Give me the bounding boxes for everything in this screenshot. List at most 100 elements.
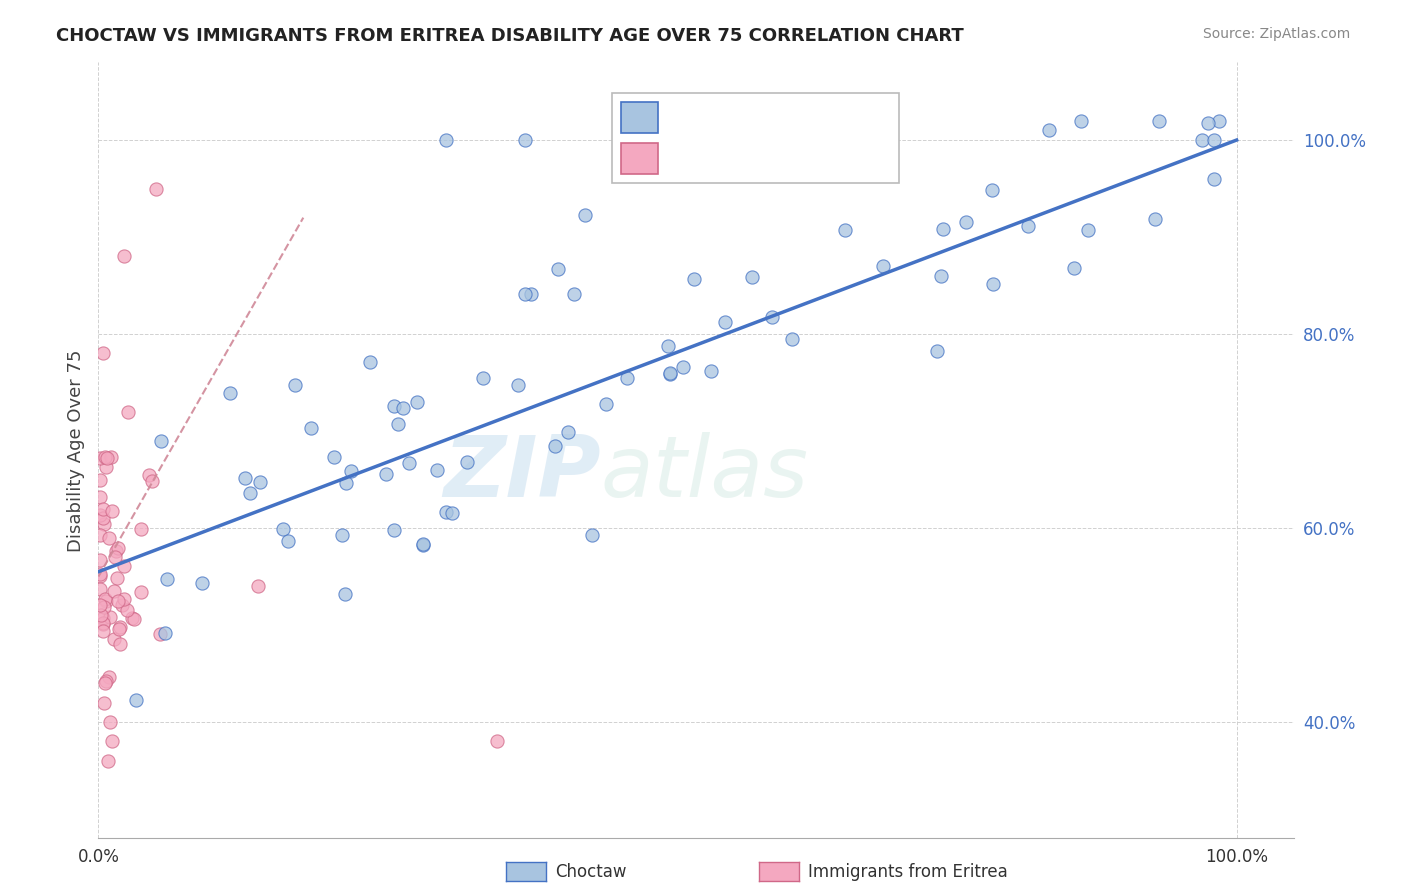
Point	[672, 360, 695, 375]
Point	[91, 346, 114, 360]
Point	[98, 715, 121, 730]
Point	[91, 511, 114, 525]
Point	[1063, 260, 1085, 275]
Point	[107, 594, 129, 608]
Text: Immigrants from Eritrea: Immigrants from Eritrea	[808, 863, 1008, 881]
Point	[89, 451, 111, 466]
Point	[581, 528, 603, 542]
Point	[94, 593, 117, 607]
Point	[129, 522, 152, 536]
Point	[299, 421, 322, 435]
Point	[149, 627, 172, 641]
Point	[277, 533, 299, 548]
Point	[333, 587, 356, 601]
Point	[595, 397, 617, 411]
Point	[434, 505, 457, 519]
Point	[1202, 133, 1225, 147]
Point	[103, 632, 125, 646]
Point	[513, 287, 536, 301]
Point	[520, 287, 543, 301]
Point	[91, 616, 114, 631]
Point	[110, 637, 132, 651]
Point	[981, 277, 1004, 291]
Point	[1070, 113, 1092, 128]
Point	[115, 603, 138, 617]
Point	[105, 571, 128, 585]
Point	[658, 366, 681, 380]
Point	[335, 475, 357, 490]
Point	[112, 559, 135, 574]
Point	[112, 592, 135, 607]
Point	[932, 222, 955, 236]
Point	[93, 696, 115, 710]
Point	[91, 624, 114, 639]
Point	[1144, 212, 1167, 227]
Point	[94, 460, 117, 475]
Point	[981, 183, 1004, 197]
Point	[104, 549, 127, 564]
Point	[107, 541, 129, 555]
Point	[741, 269, 763, 284]
Point	[872, 259, 894, 273]
Point	[780, 332, 803, 346]
Point	[1198, 116, 1220, 130]
Point	[406, 394, 429, 409]
Point	[96, 450, 118, 465]
Point	[104, 543, 127, 558]
Point	[89, 569, 111, 583]
Point	[456, 455, 478, 469]
Point	[562, 286, 585, 301]
Point	[683, 271, 706, 285]
Point	[834, 222, 856, 236]
Point	[1017, 219, 1039, 233]
Point	[89, 566, 111, 581]
Point	[89, 552, 111, 566]
Point	[955, 215, 977, 229]
Point	[149, 434, 172, 448]
Point	[323, 450, 346, 464]
Point	[112, 249, 135, 264]
Point	[141, 474, 163, 488]
Point	[700, 364, 723, 378]
Point	[515, 133, 537, 147]
Point	[249, 475, 271, 490]
Point	[434, 133, 457, 147]
Point	[94, 450, 117, 464]
Point	[761, 310, 783, 324]
Point	[233, 471, 256, 485]
Text: Source: ZipAtlas.com: Source: ZipAtlas.com	[1202, 27, 1350, 41]
Point	[412, 537, 434, 551]
Point	[1077, 223, 1099, 237]
Point	[125, 693, 148, 707]
Point	[145, 181, 167, 195]
Point	[89, 508, 111, 522]
Point	[382, 523, 405, 537]
Point	[111, 599, 134, 613]
Point	[929, 268, 952, 283]
Point	[657, 339, 679, 353]
Text: Choctaw: Choctaw	[555, 863, 627, 881]
Point	[1147, 113, 1170, 128]
Point	[1208, 113, 1230, 128]
Point	[97, 670, 120, 684]
Point	[94, 676, 117, 690]
Point	[93, 616, 115, 631]
Point	[506, 378, 529, 392]
Point	[93, 516, 115, 531]
Point	[107, 622, 129, 636]
Point	[412, 537, 434, 551]
Point	[387, 417, 409, 431]
Point	[330, 528, 353, 542]
Point	[96, 754, 118, 768]
Point	[382, 399, 405, 413]
Point	[426, 463, 449, 477]
Point	[1202, 172, 1225, 186]
Point	[340, 464, 363, 478]
Point	[108, 620, 131, 634]
Point	[97, 532, 120, 546]
Point	[398, 456, 420, 470]
Point	[153, 625, 176, 640]
Point	[89, 598, 111, 612]
Point	[544, 439, 567, 453]
Point	[714, 315, 737, 329]
